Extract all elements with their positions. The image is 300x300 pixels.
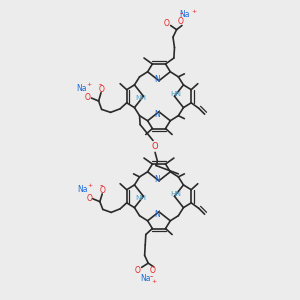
Text: +: + — [86, 82, 92, 87]
Text: -: - — [99, 181, 103, 190]
Text: NH: NH — [135, 95, 146, 101]
Text: -: - — [98, 80, 101, 89]
Text: -: - — [180, 9, 183, 18]
Text: O: O — [86, 194, 92, 202]
Text: N: N — [154, 175, 160, 184]
Text: +: + — [152, 279, 157, 284]
Text: Na: Na — [141, 274, 151, 283]
Text: +: + — [88, 183, 93, 188]
Text: NH: NH — [135, 195, 146, 201]
Text: -: - — [150, 272, 153, 281]
Text: O: O — [149, 266, 155, 275]
Text: Na: Na — [77, 184, 88, 194]
Text: N: N — [154, 75, 160, 84]
Text: +: + — [191, 9, 196, 14]
Text: HN: HN — [170, 91, 182, 97]
Text: HN: HN — [170, 191, 182, 197]
Text: Na: Na — [180, 10, 190, 19]
Text: O: O — [164, 19, 170, 28]
Text: N: N — [154, 210, 160, 219]
Text: O: O — [178, 17, 184, 26]
Text: O: O — [99, 85, 105, 94]
Text: O: O — [151, 142, 158, 151]
Text: N: N — [154, 110, 160, 119]
Text: O: O — [85, 93, 91, 102]
Text: Na: Na — [76, 84, 87, 93]
Text: O: O — [100, 186, 106, 195]
Text: O: O — [135, 266, 141, 275]
